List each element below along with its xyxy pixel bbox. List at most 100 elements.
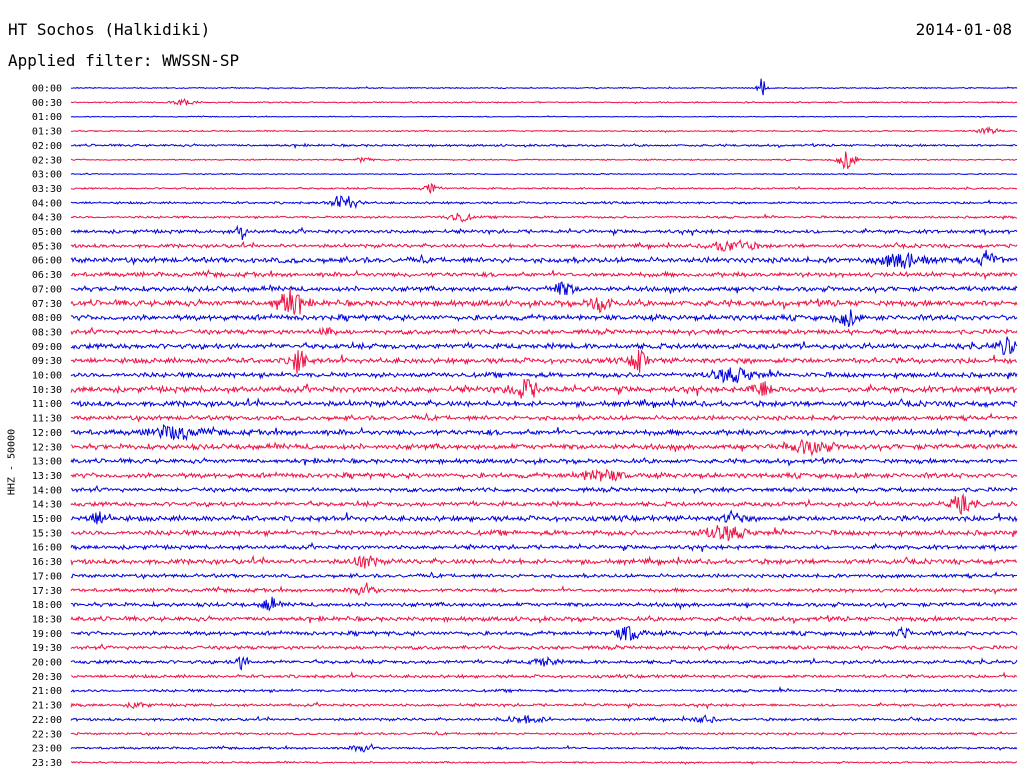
time-tick-label: 00:30	[32, 98, 62, 109]
trace-line-1000	[70, 366, 1018, 384]
trace-line-0200	[71, 142, 1018, 150]
time-tick-label: 13:00	[32, 457, 62, 468]
trace-line-1900	[70, 625, 1018, 642]
trace-line-1300	[70, 456, 1018, 467]
time-tick-label: 04:30	[32, 213, 62, 224]
trace-line-0930	[70, 349, 1017, 374]
time-tick-label: 08:30	[32, 327, 62, 338]
trace-line-0130	[70, 125, 1018, 136]
trace-line-0100	[70, 115, 1018, 119]
time-tick-label: 23:00	[32, 744, 62, 755]
time-tick-label: 17:30	[32, 586, 62, 597]
time-tick-label: 10:00	[32, 371, 62, 382]
time-tick-label: 08:00	[32, 313, 62, 324]
trace-line-0400	[70, 195, 1018, 210]
time-tick-label: 22:30	[32, 729, 62, 740]
trace-line-0330	[70, 182, 1018, 194]
trace-line-1800	[70, 596, 1018, 612]
trace-line-1730	[70, 582, 1018, 596]
trace-line-1030	[70, 378, 1018, 399]
time-tick-label: 20:30	[32, 672, 62, 683]
time-tick-label: 21:30	[32, 701, 62, 712]
trace-line-1100	[70, 397, 1018, 409]
trace-line-0430	[70, 212, 1018, 223]
trace-line-2200	[70, 714, 1017, 724]
trace-line-0830	[70, 326, 1018, 337]
trace-line-0730	[70, 288, 1018, 315]
time-tick-label: 22:00	[32, 715, 62, 726]
time-tick-label: 07:30	[32, 299, 62, 310]
time-tick-label: 07:00	[32, 284, 62, 295]
trace-line-1200	[70, 423, 1018, 442]
time-tick-label: 06:30	[32, 270, 62, 281]
trace-line-2030	[70, 670, 1017, 680]
trace-line-1230	[70, 438, 1018, 457]
time-tick-label: 03:00	[32, 170, 62, 181]
trace-line-2000	[70, 655, 1018, 671]
time-tick-label: 23:30	[32, 758, 62, 769]
time-tick-label: 05:00	[32, 227, 62, 238]
time-tick-label: 16:30	[32, 557, 62, 568]
trace-line-2330	[70, 760, 1018, 766]
time-tick-label: 11:30	[32, 414, 62, 425]
trace-line-0500	[70, 224, 1018, 241]
time-tick-label: 15:30	[32, 528, 62, 539]
time-tick-label: 10:30	[32, 385, 62, 396]
time-tick-label: 12:00	[32, 428, 62, 439]
time-tick-label: 11:00	[32, 399, 62, 410]
trace-line-1830	[70, 614, 1018, 625]
time-tick-label: 19:00	[32, 629, 62, 640]
time-tick-label: 02:30	[32, 155, 62, 166]
time-tick-label: 13:30	[32, 471, 62, 482]
time-tick-label: 15:00	[32, 514, 62, 525]
trace-line-1600	[70, 541, 1018, 553]
trace-line-1430	[70, 492, 1018, 516]
time-tick-label: 12:30	[32, 442, 62, 453]
trace-line-0700	[70, 281, 1018, 296]
trace-line-2100	[70, 686, 1018, 694]
time-tick-label: 17:00	[32, 571, 62, 582]
trace-line-2130	[70, 701, 1018, 710]
trace-line-0230	[70, 151, 1017, 170]
trace-line-1130	[70, 412, 1018, 423]
trace-line-1630	[70, 554, 1018, 569]
time-tick-label: 02:00	[32, 141, 62, 152]
trace-line-0800	[70, 309, 1018, 328]
time-tick-label: 16:00	[32, 543, 62, 554]
filter-label: Applied filter: WWSSN-SP	[8, 51, 240, 70]
time-tick-label: 09:00	[32, 342, 62, 353]
trace-line-2300	[70, 742, 1018, 753]
time-tick-label: 18:30	[32, 614, 62, 625]
trace-line-1400	[71, 485, 1018, 495]
time-tick-label: 04:00	[32, 198, 62, 209]
trace-line-1700	[70, 571, 1018, 580]
trace-line-1500	[70, 509, 1018, 525]
trace-line-0530	[70, 238, 1018, 252]
trace-line-0030	[70, 97, 1018, 106]
time-tick-label: 01:00	[32, 112, 62, 123]
trace-line-1330	[70, 468, 1018, 482]
time-tick-label: 09:30	[32, 356, 62, 367]
date-label: 2014-01-08	[915, 20, 1012, 39]
time-tick-label: 21:00	[32, 686, 62, 697]
time-tick-label: 01:30	[32, 127, 62, 138]
station-title: HT Sochos (Halkidiki)	[8, 20, 211, 39]
time-tick-label: 03:30	[32, 184, 62, 195]
time-tick-label: 05:30	[32, 241, 62, 252]
time-tick-label: 00:00	[32, 84, 62, 95]
trace-line-0630	[70, 268, 1018, 281]
time-tick-label: 20:00	[32, 658, 62, 669]
trace-line-1530	[70, 525, 1018, 541]
trace-line-0000	[70, 78, 1018, 96]
trace-line-1930	[70, 643, 1018, 652]
trace-line-0900	[70, 336, 1018, 355]
trace-line-2230	[70, 730, 1018, 737]
time-tick-label: 18:00	[32, 600, 62, 611]
trace-line-0300	[70, 172, 1018, 176]
trace-line-0600	[70, 249, 1018, 269]
time-tick-label: 06:00	[32, 256, 62, 267]
time-tick-label: 14:00	[32, 485, 62, 496]
time-tick-label: 14:30	[32, 500, 62, 511]
time-tick-label: 19:30	[32, 643, 62, 654]
